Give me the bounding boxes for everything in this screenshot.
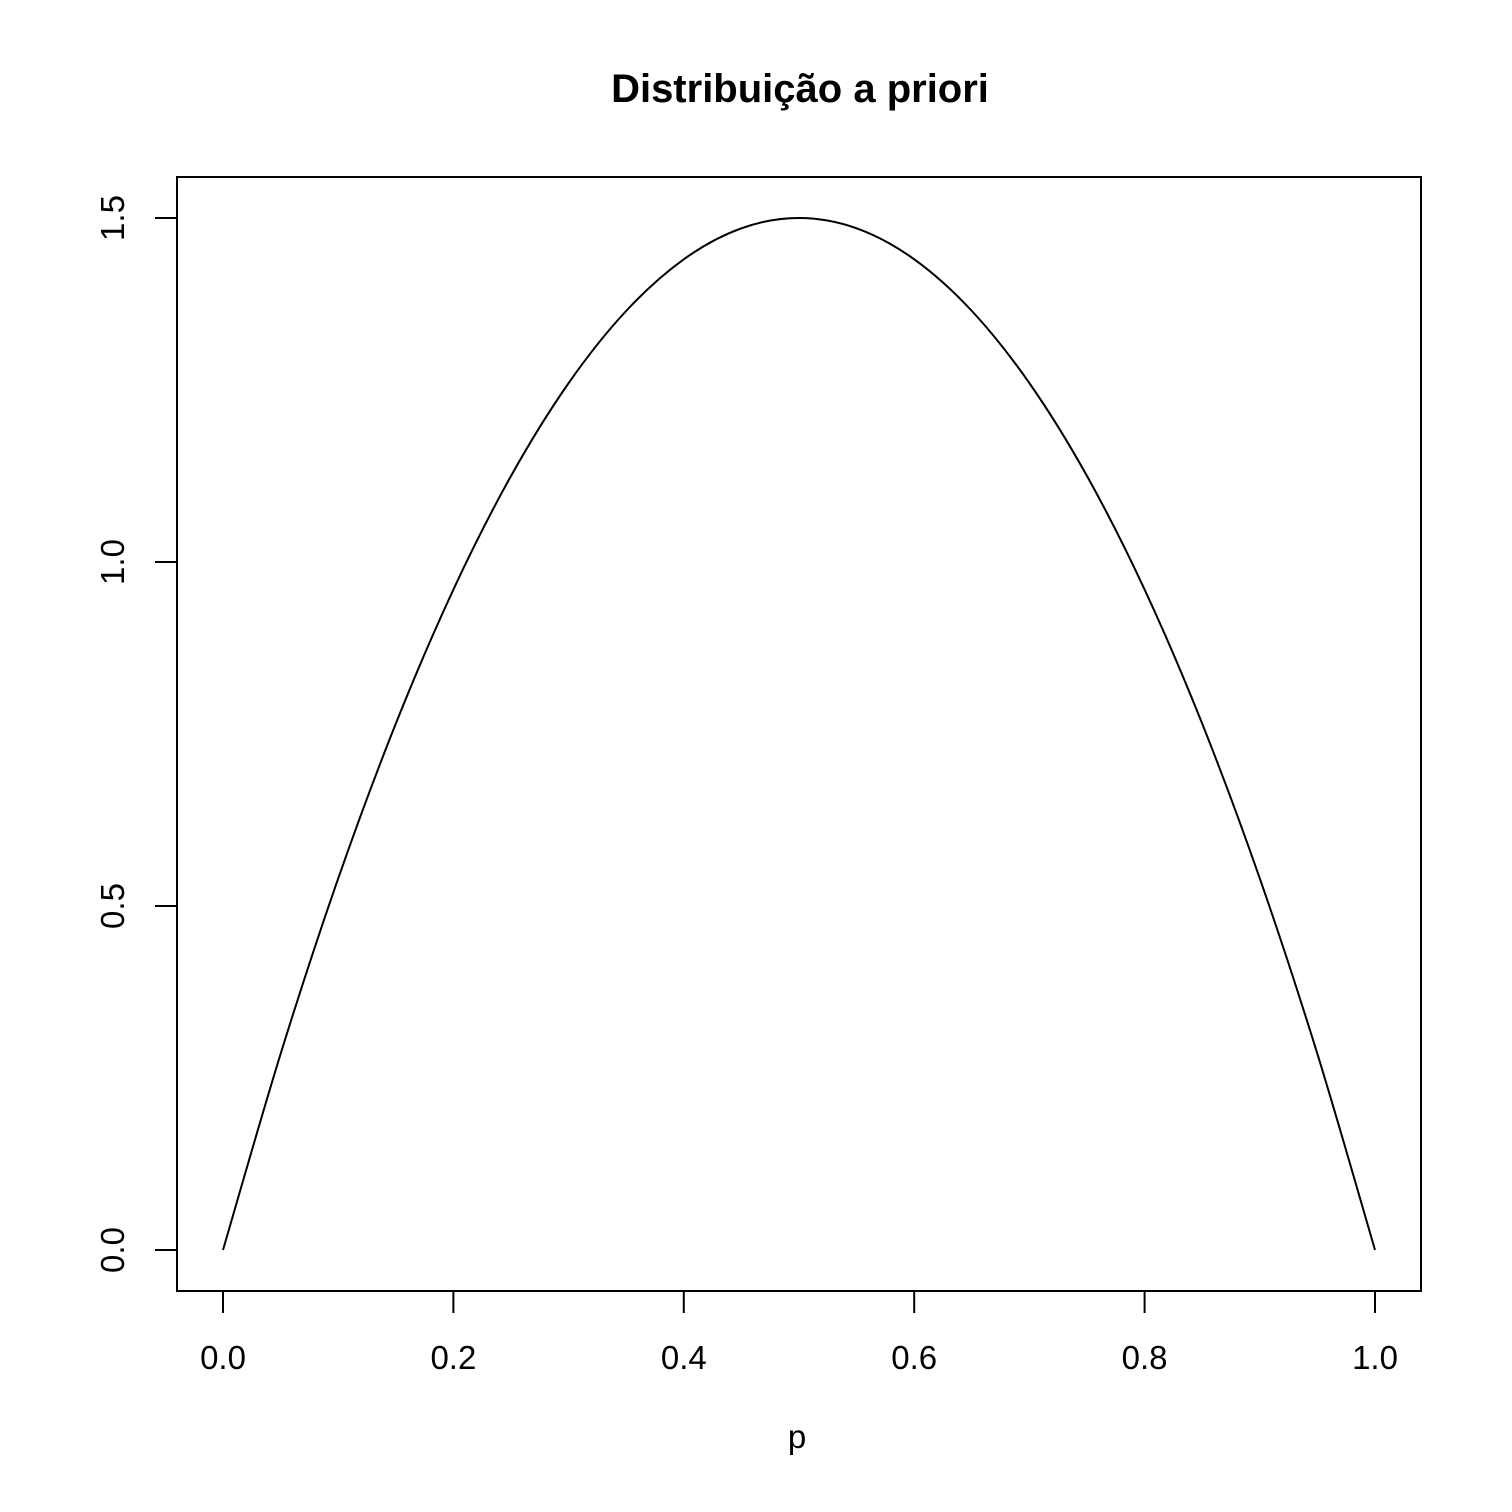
x-axis: 0.0 0.2 0.4 0.6 0.8 1.0	[200, 1290, 1398, 1376]
y-tick-label: 0.5	[94, 883, 131, 929]
x-tick-label: 0.0	[200, 1339, 246, 1376]
plot-frame	[176, 176, 1422, 1292]
chart-title: Distribuição a priori	[611, 67, 989, 111]
series-layer	[222, 216, 1376, 1251]
x-tick-label: 1.0	[1352, 1339, 1398, 1376]
density-curve	[222, 216, 1376, 1251]
y-tick-label: 1.5	[94, 195, 131, 241]
y-tick-label: 1.0	[94, 539, 131, 585]
x-tick-label: 0.6	[891, 1339, 937, 1376]
x-tick-label: 0.4	[661, 1339, 707, 1376]
x-axis-label: p	[788, 1418, 806, 1455]
y-axis: 0.0 0.5 1.0 1.5	[94, 195, 178, 1273]
x-tick-label: 0.8	[1122, 1339, 1168, 1376]
y-tick-label: 0.0	[94, 1227, 131, 1273]
x-tick-label: 0.2	[430, 1339, 476, 1376]
